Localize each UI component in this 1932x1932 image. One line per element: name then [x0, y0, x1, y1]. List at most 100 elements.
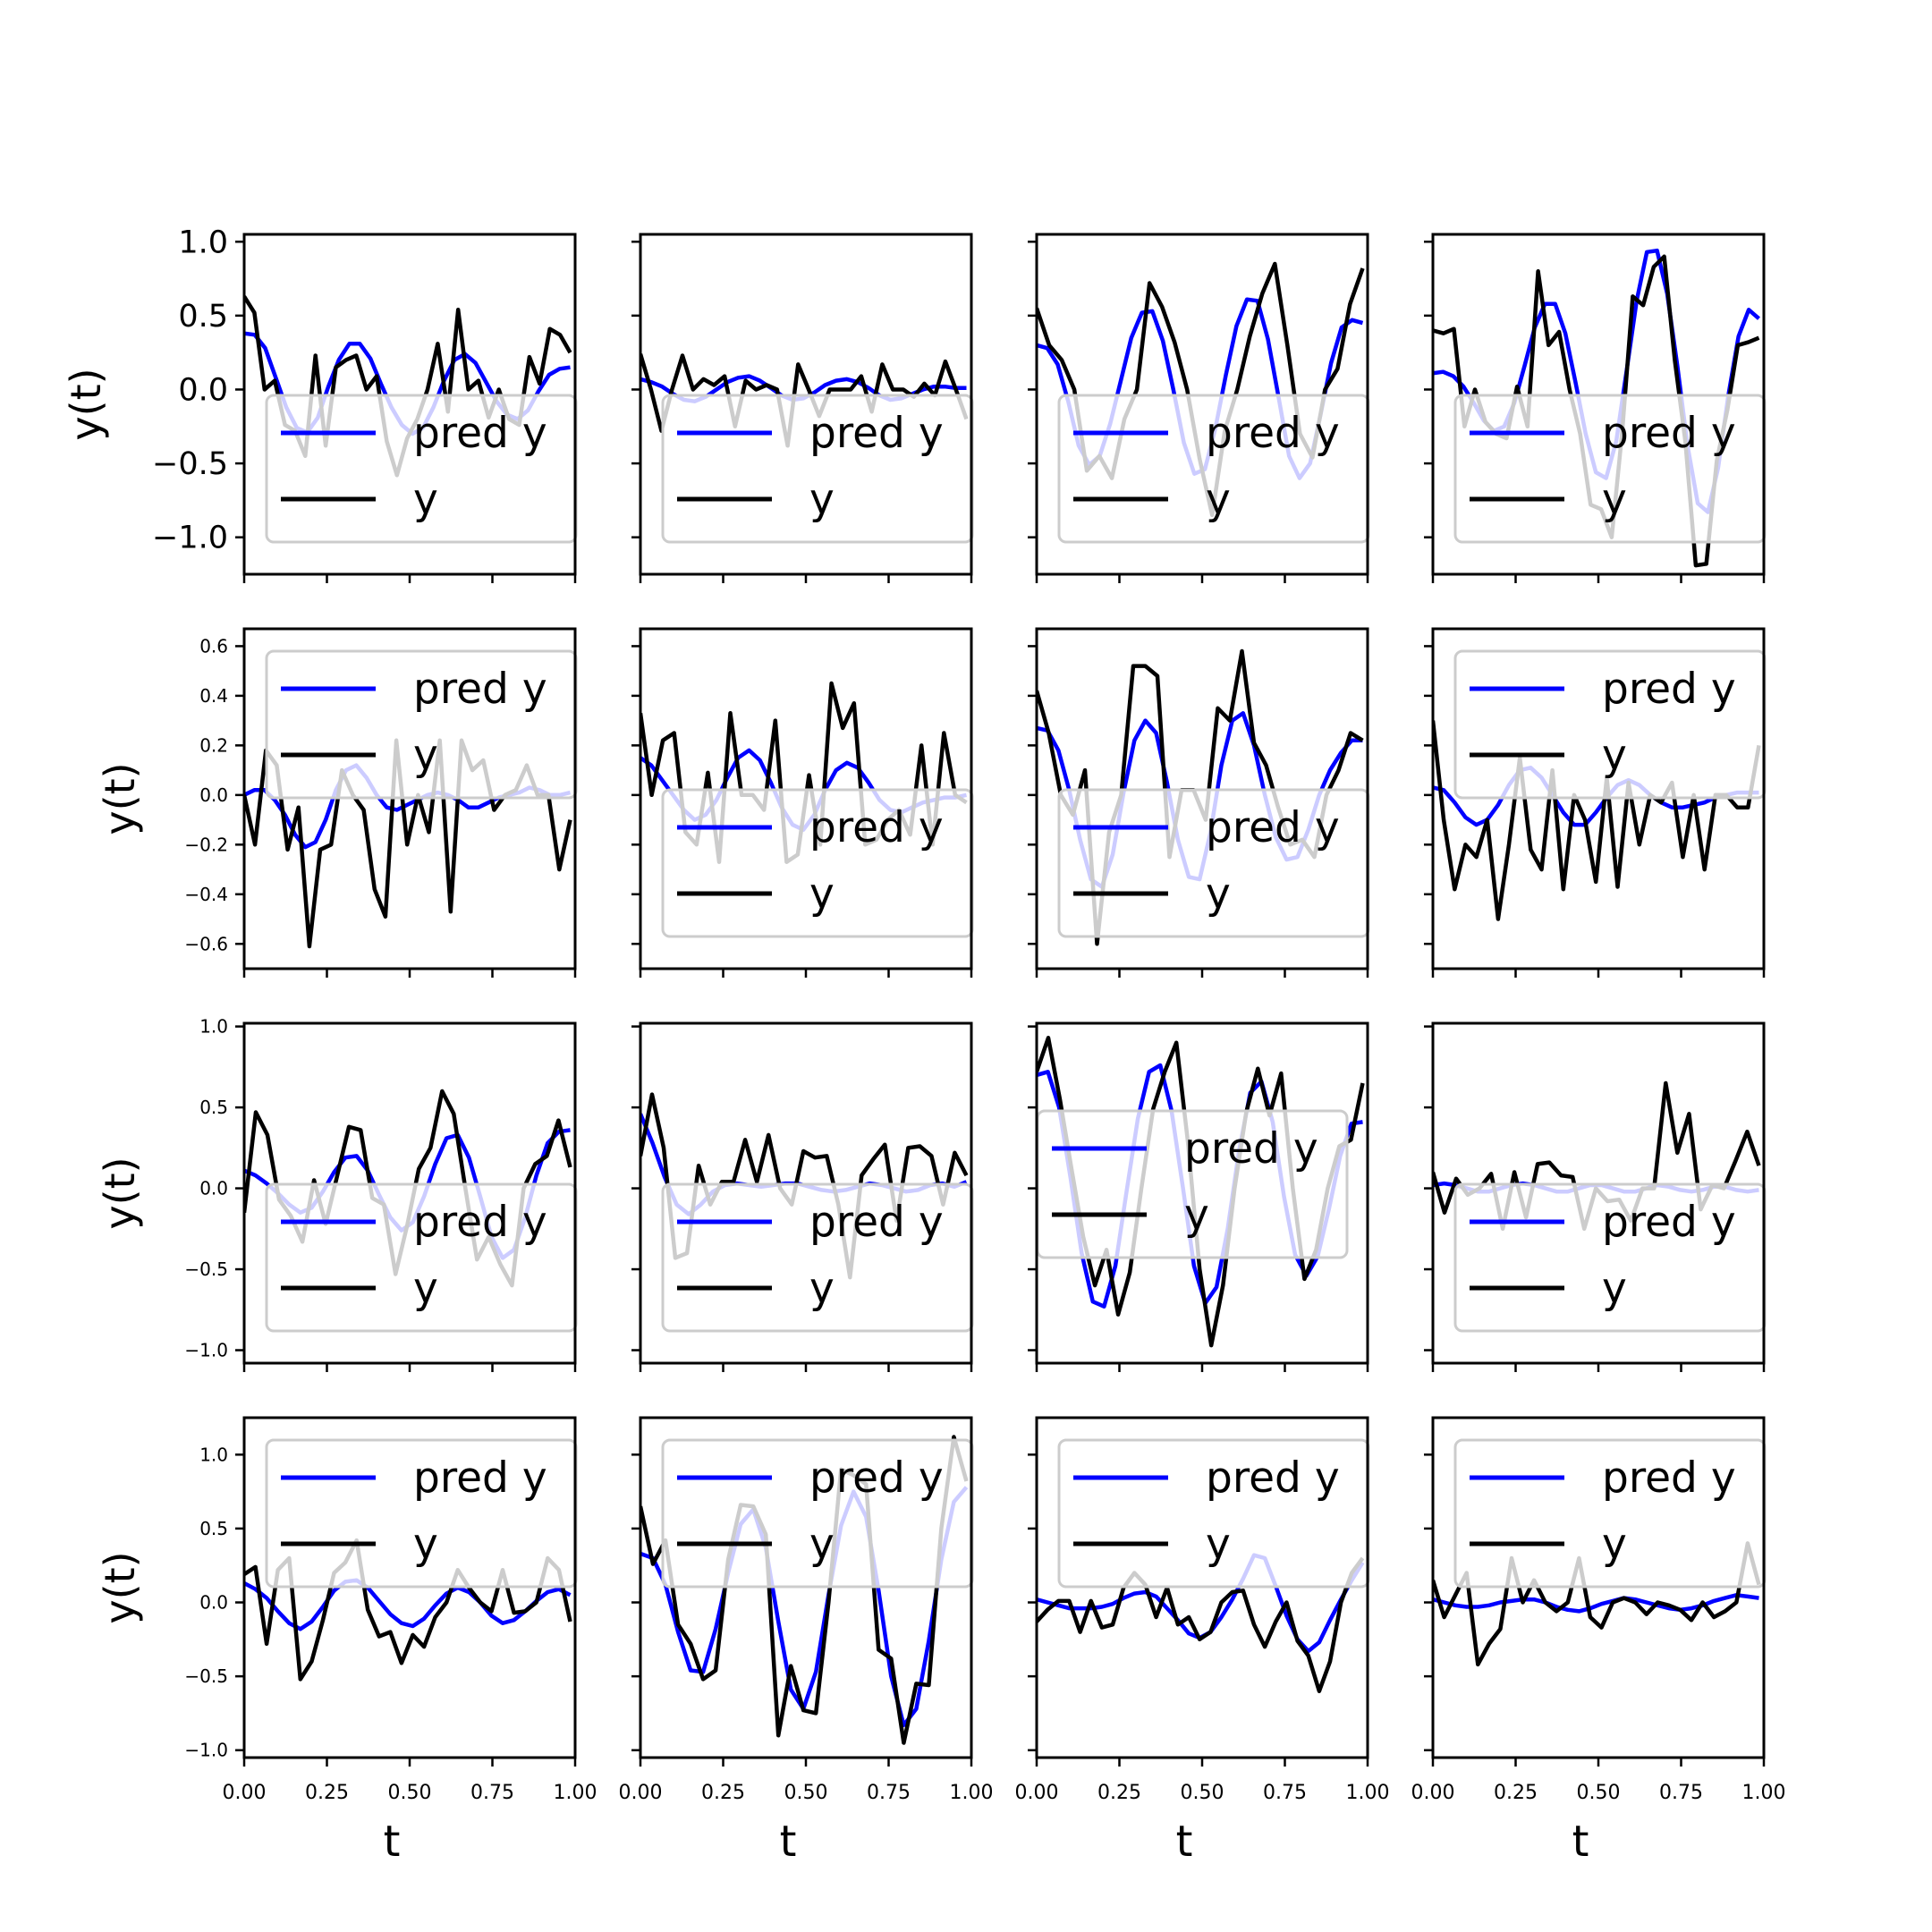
y-line — [1433, 720, 1761, 921]
ytick-label: −0.5 — [152, 446, 228, 482]
subplot-r2-c4: pred y y — [1424, 627, 1767, 978]
y-line — [1037, 1556, 1365, 1693]
ytick-label: −0.5 — [184, 1665, 228, 1687]
legend: pred y y — [1057, 394, 1370, 544]
subplot-r1-c1: pred y y 1.0 0.5 0.0 −0.5 −1.0 y(t) — [62, 225, 578, 583]
x-axis-label: t — [1572, 1817, 1589, 1867]
legend: pred y y — [265, 1438, 578, 1589]
ytick-label: 0.0 — [199, 1178, 228, 1199]
subplot-r3-c1: pred y y 1.0 0.5 0.0 −0.5 −1.0 y(t) — [96, 1016, 578, 1372]
legend-label: pred y — [1184, 1124, 1318, 1174]
xtick-label: 0.25 — [305, 1782, 349, 1804]
ytick-label: 0.0 — [199, 784, 228, 806]
legend-label: pred y — [809, 1198, 944, 1247]
xtick-label: 0.75 — [867, 1782, 911, 1804]
legend: pred y y — [1057, 788, 1370, 938]
legend-label: pred y — [413, 1198, 547, 1247]
xtick-label: 0.75 — [1659, 1782, 1703, 1804]
subplot-r4-c4: pred y y 0.00 0.25 0.50 0.75 1.00 t — [1411, 1416, 1785, 1867]
legend-label: y — [1206, 869, 1231, 919]
legend-label: pred y — [413, 409, 547, 458]
y-line — [1037, 1036, 1365, 1348]
xtick-label: 0.75 — [1263, 1782, 1307, 1804]
ytick-label: −1.0 — [152, 521, 228, 556]
legend: pred y y — [265, 1182, 578, 1333]
legend: pred y y — [1453, 649, 1767, 800]
legend-label: y — [1602, 475, 1627, 524]
legend-label: pred y — [413, 665, 547, 714]
xtick-label: 0.25 — [701, 1782, 745, 1804]
legend-label: y — [1184, 1191, 1209, 1240]
x-axis-label: t — [384, 1817, 401, 1867]
xtick-label: 0.00 — [1015, 1782, 1059, 1804]
legend-label: y — [809, 869, 835, 919]
ytick-label: −1.0 — [184, 1340, 228, 1361]
xtick-label: 0.50 — [1577, 1782, 1621, 1804]
ytick-label: 1.0 — [199, 1016, 228, 1038]
ytick-label: 0.5 — [178, 299, 228, 335]
ytick-label: 1.0 — [199, 1444, 228, 1465]
y-axis-label: y(t) — [62, 368, 110, 440]
ytick-label: 0.5 — [199, 1097, 228, 1118]
subplot-r2-c3: pred y y — [1028, 627, 1370, 978]
legend: pred y y — [1453, 394, 1767, 544]
legend-label: y — [413, 1520, 438, 1569]
ytick-label: 0.2 — [199, 734, 228, 756]
legend-label: pred y — [1602, 665, 1736, 714]
legend: pred y y — [1036, 1109, 1349, 1259]
legend: pred y y — [265, 649, 578, 800]
subplot-r4-c1: pred y y 1.0 0.5 0.0 −0.5 −1.0 0.00 0.25 0.50 0.75… — [96, 1416, 597, 1867]
subplot-r3-c4: pred y y — [1424, 1021, 1767, 1372]
x-axis-label: t — [1176, 1817, 1193, 1867]
subplot-r3-c3: pred y y — [1028, 1021, 1369, 1372]
legend-label: pred y — [1206, 1453, 1340, 1503]
legend-label: y — [1206, 475, 1231, 524]
xtick-label: 0.50 — [784, 1782, 828, 1804]
subplot-r2-c2: pred y y — [631, 627, 974, 978]
x-axis-label: t — [780, 1817, 797, 1867]
legend-label: pred y — [809, 1453, 944, 1503]
pred-line — [244, 1578, 572, 1631]
xtick-label: 0.50 — [388, 1782, 432, 1804]
legend-label: y — [1206, 1520, 1231, 1569]
subplot-r4-c3: pred y y 0.00 0.25 0.50 0.75 1.00 t — [1015, 1416, 1390, 1867]
ytick-label: −0.6 — [184, 933, 228, 954]
legend: pred y y — [661, 788, 974, 938]
legend-label: pred y — [1602, 409, 1736, 458]
legend-label: pred y — [1602, 1198, 1736, 1247]
ytick-label: 0.0 — [199, 1592, 228, 1614]
legend-label: y — [1602, 1520, 1627, 1569]
xtick-label: 0.00 — [619, 1782, 663, 1804]
xtick-label: 0.25 — [1097, 1782, 1141, 1804]
legend-label: y — [413, 475, 438, 524]
legend-label: y — [809, 1264, 835, 1313]
legend-label: y — [809, 1520, 835, 1569]
xtick-label: 1.00 — [554, 1782, 597, 1804]
xtick-label: 1.00 — [950, 1782, 994, 1804]
xtick-label: 0.00 — [223, 1782, 267, 1804]
legend-label: y — [413, 731, 438, 780]
subplot-r4-c2: pred y y 0.00 0.25 0.50 0.75 1.00 t — [619, 1416, 994, 1867]
xtick-label: 1.00 — [1346, 1782, 1390, 1804]
subplot-grid: pred yy1.00.50.0−0.5−1.0y(t) pred yypred … — [62, 225, 1785, 1867]
legend-label: y — [1602, 731, 1627, 780]
legend: pred y y — [1453, 1438, 1767, 1589]
legend: pred y y — [661, 394, 974, 544]
xtick-label: 0.75 — [470, 1782, 514, 1804]
ytick-label: −1.0 — [184, 1740, 228, 1761]
xtick-label: 0.25 — [1494, 1782, 1538, 1804]
ytick-label: −0.4 — [184, 884, 228, 905]
legend-label: y — [809, 475, 835, 524]
ytick-label: 0.5 — [199, 1518, 228, 1539]
ytick-label: 1.0 — [178, 225, 228, 260]
legend: pred y y — [661, 1182, 974, 1333]
y-line — [640, 1435, 969, 1745]
y-axis-label: y(t) — [96, 1551, 144, 1623]
ytick-label: 0.6 — [199, 635, 228, 657]
legend-label: pred y — [413, 1453, 547, 1503]
legend: pred y y — [265, 394, 578, 544]
legend-label: y — [413, 1264, 438, 1313]
y-axis-label: y(t) — [96, 762, 144, 835]
